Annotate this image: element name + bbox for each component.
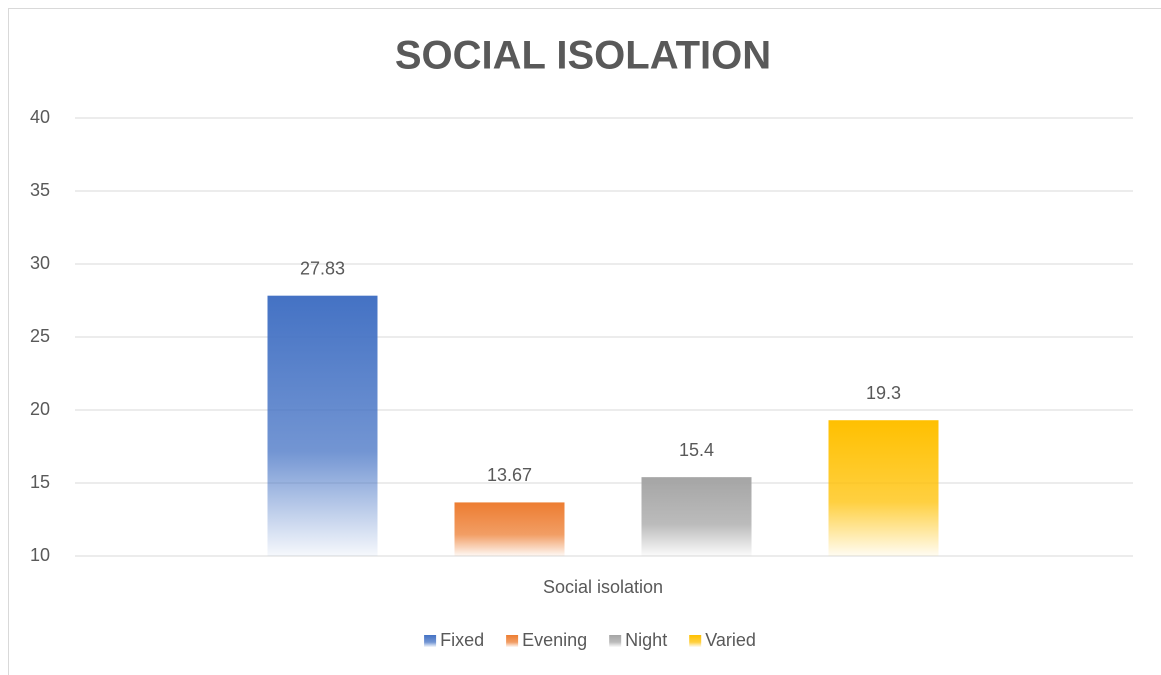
bar [454,502,565,556]
bar [641,477,752,556]
y-tick-label: 40 [30,107,50,127]
legend-label: Varied [705,630,756,650]
legend-item: Fixed [424,630,484,650]
chart-title: SOCIAL ISOLATION [395,34,771,78]
y-tick-label: 30 [30,253,50,273]
legend-item: Varied [689,630,756,650]
y-tick-label: 20 [30,399,50,419]
bar [267,295,378,556]
legend-marker [689,635,702,647]
data-label: 27.83 [300,258,345,278]
y-tick-label: 25 [30,326,50,346]
legend-item: Evening [506,630,587,650]
x-tick-label: Social isolation [543,577,663,597]
y-tick-label: 10 [30,545,50,565]
legend-label: Fixed [440,630,484,650]
legend-label: Evening [522,630,587,650]
legend-marker [609,635,622,647]
legend-marker [424,635,437,647]
data-label: 19.3 [866,383,901,403]
y-tick-label: 35 [30,180,50,200]
legend-item: Night [609,630,667,650]
chart-frame [8,8,1161,675]
legend-marker [506,635,519,647]
bar [828,420,939,556]
legend-label: Night [625,630,667,650]
data-label: 15.4 [679,440,714,460]
data-label: 13.67 [487,465,532,485]
y-tick-label: 15 [30,472,50,492]
